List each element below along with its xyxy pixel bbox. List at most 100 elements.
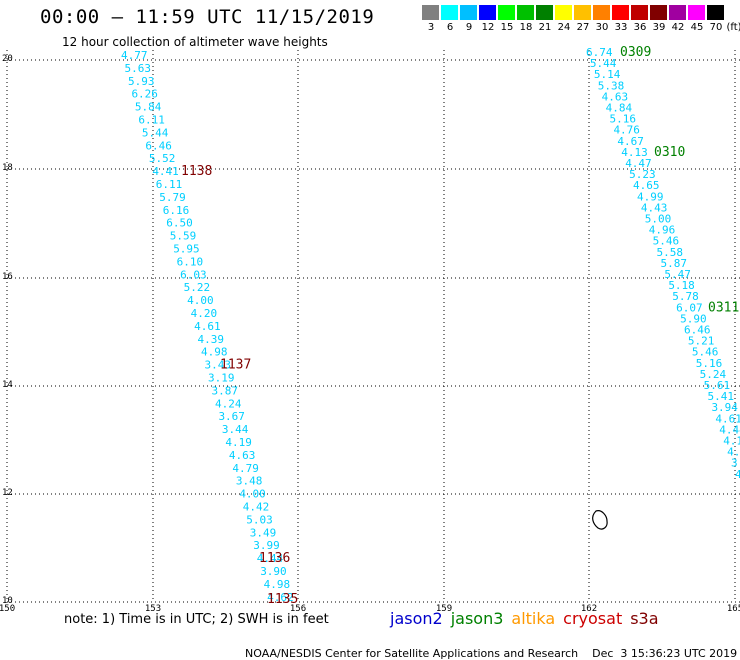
scale-swatch [460,5,477,20]
wave-height-value: 4.67 [617,135,644,148]
scale-swatch [479,5,496,20]
legend-jason3: jason3 [450,609,504,628]
scale-label: 9 [465,22,473,33]
scale-label: 3 [427,22,435,33]
wave-height-value: 5.93 [128,75,154,88]
wave-height-value: 5.22 [184,281,211,294]
wave-height-value: 6.11 [138,114,165,127]
wave-height-value: 4.19 [225,436,252,449]
wave-height-value: 4.76 [613,124,640,137]
wave-height-value: 4.20 [191,307,218,320]
wave-height-value: 3.94 [711,401,738,414]
wave-height-value: 5.24 [700,368,727,381]
lon-tick-label: 162 [581,604,597,614]
wave-height-value: 4.13 [621,146,648,159]
scale-label: 45 [690,22,704,33]
wave-height-value: 4.99 [637,190,664,203]
wave-height-value: 3.67 [218,410,245,423]
scale-swatch [612,5,629,20]
wave-height-value: 4.65 [633,179,660,192]
wave-height-value: 5.59 [170,230,197,243]
wave-height-value: 5.58 [657,246,684,259]
scale-label: 30 [595,22,609,33]
scale-swatch [422,5,439,20]
lon-tick-label: 165 [727,604,740,614]
wave-height-value: 4.63 [602,90,629,103]
scale-label: 36 [633,22,647,33]
wave-height-value: 4.61 [194,320,221,333]
scale-swatch [498,5,515,20]
scale-label: 42 [671,22,685,33]
wave-height-value: 5.21 [688,335,715,348]
footnote: note: 1) Time is in UTC; 2) SWH is in fe… [64,612,329,627]
scale-label: 18 [519,22,533,33]
lat-tick-label: 18 [2,163,13,173]
legend-jason2: jason2 [390,609,443,628]
legend-cryosat: cryosat [563,609,623,628]
scale-label: 33 [614,22,628,33]
scale-label: 24 [557,22,571,33]
wave-height-value: 3.48 [236,475,263,488]
lon-tick-label: 159 [436,604,452,614]
wave-height-value: 4.96 [649,224,676,237]
wave-height-value: 5.23 [629,168,656,181]
wave-height-value: 5.38 [598,79,625,92]
map-title: 00:00 – 11:59 UTC 11/15/2019 [40,6,375,28]
wave-height-value: 4.00 [239,488,266,501]
wave-height-value: 4.44 [257,552,284,565]
wave-height-value: 4.00 [187,294,214,307]
lat-lon-grid [6,50,740,603]
scale-swatch [707,5,724,20]
wave-height-value: 4.63 [229,449,256,462]
wave-height-value: 5.14 [594,68,621,81]
wave-height-value: 3.87 [211,384,238,397]
wave-height-value: 5.03 [246,513,273,526]
wave-height-value: 6.10 [177,255,204,268]
wave-height-value: 4.62 [267,591,294,604]
scale-label: 27 [576,22,590,33]
wave-height-value: 4.44 [719,423,740,436]
scale-swatch [593,5,610,20]
wave-height-value: 5.16 [696,357,723,370]
wave-height-value: 4.42 [243,501,269,514]
pass-time-label: 1137 [220,358,251,373]
credit-line: NOAA/NESDIS Center for Satellite Applica… [238,634,737,660]
scale-label: 15 [500,22,514,33]
wave-height-value: 3.19 [208,372,235,385]
wave-height-value: 5.41 [708,390,735,403]
scale-unit: (ft) [726,22,740,33]
wave-height-value: 5.16 [610,113,637,126]
wave-height-value: 5.63 [124,62,151,75]
satellite-tracks: 4.775.635.936.265.846.115.446.465.524.41… [121,45,740,607]
wave-height-value: 5.46 [692,346,719,359]
wave-height-value: 6.11 [156,178,183,191]
wave-height-value: 6.74 [586,46,613,59]
scale-swatch [650,5,667,20]
pass-time-label: 1135 [267,592,298,607]
wave-height-value: 4.4 [727,446,740,459]
scale-swatch [555,5,572,20]
wave-height-value: 3.49 [250,526,277,539]
credit-text: NOAA/NESDIS Center for Satellite Applica… [245,647,579,660]
lat-tick-label: 10 [2,596,13,606]
pass-time-label: 1136 [259,551,290,566]
wave-height-value: 4.5 [735,468,740,481]
wave-height-value: 4.77 [121,49,148,62]
legend-s3a: s3a [630,609,659,628]
lat-tick-label: 14 [2,380,13,390]
wave-height-value: 4.79 [232,462,258,475]
wave-height-value: 5.47 [664,268,691,281]
wave-height-value: 5.46 [653,235,680,248]
scale-swatch [536,5,553,20]
wave-height-value: 3.99 [253,539,279,552]
scale-swatch [669,5,686,20]
wave-height-value: 6.50 [166,217,193,230]
pass-time-label: 0311 [708,300,739,315]
wave-height-value: 5.61 [704,379,731,392]
wave-height-value: 5.87 [660,257,687,270]
pass-time-label: 0310 [654,145,685,160]
wave-height-value: 4.47 [625,157,652,170]
lon-tick-label: 153 [145,604,161,614]
